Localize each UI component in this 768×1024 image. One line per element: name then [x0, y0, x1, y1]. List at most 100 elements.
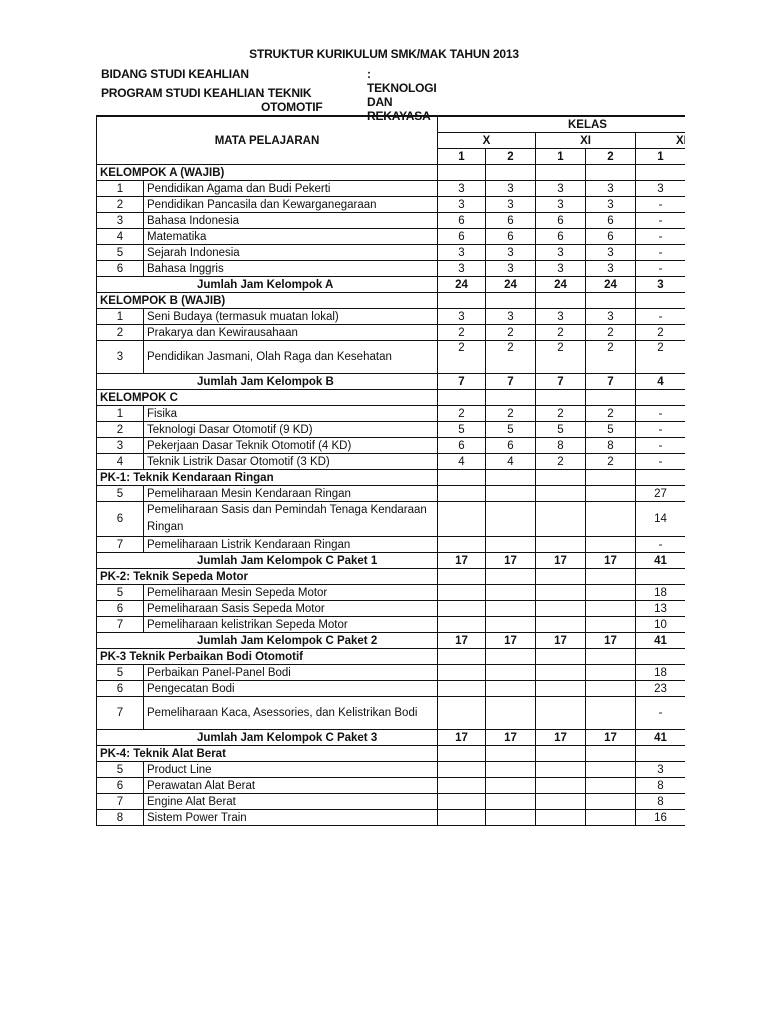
bidang-label: BIDANG STUDI KEAHLIAN [101, 67, 249, 81]
curriculum-table: MATA PELAJARAN KELAS X XI XI 1 2 1 2 1 K… [96, 115, 685, 826]
table-row: 2 Teknologi Dasar Otomotif (9 KD) 5 5 5 5- [96, 421, 685, 438]
value-cell: 3 [437, 260, 486, 277]
value-cell: 3 [485, 308, 536, 325]
row-number: 5 [96, 244, 144, 261]
value-cell [535, 164, 586, 181]
subject-name: Pemeliharaan Mesin Kendaraan Ringan [143, 485, 438, 502]
group-row: PK-3 Teknik Perbaikan Bodi Otomotif [96, 648, 685, 665]
subject-name: Teknik Listrik Dasar Otomotif (3 KD) [143, 453, 438, 470]
class-header-xii: XI [634, 132, 685, 149]
value-cell [485, 745, 536, 762]
value-cell [485, 696, 536, 730]
value-cell: 3 [535, 244, 586, 261]
table-row: 1 Fisika 2 2 2 2- [96, 405, 685, 422]
row-number: 3 [96, 437, 144, 454]
value-cell [485, 568, 536, 585]
total-value: 3 [635, 276, 685, 293]
value-cell: 2 [585, 405, 636, 422]
value-cell [437, 536, 486, 553]
subject-name: Sejarah Indonesia [143, 244, 438, 261]
table-row: 6 Pemeliharaan Sasis Sepeda Motor 13 [96, 600, 685, 617]
value-cell [585, 501, 636, 537]
program-value: : TEKNIK OTOMOTIF [261, 86, 323, 114]
value-cell [585, 164, 636, 181]
value-cell [535, 745, 586, 762]
value-cell [535, 501, 586, 537]
semester-header: 1 [437, 148, 486, 165]
row-number: 1 [96, 308, 144, 325]
curriculum-table-wrapper: MATA PELAJARAN KELAS X XI XI 1 2 1 2 1 K… [96, 115, 685, 826]
row-number: 5 [96, 485, 144, 502]
value-cell [535, 584, 586, 601]
value-cell [635, 469, 685, 486]
table-row: 5 Perbaikan Panel-Panel Bodi 18 [96, 664, 685, 681]
value-cell: 3 [635, 180, 685, 197]
table-row: 6 Pengecatan Bodi 23 [96, 680, 685, 697]
value-cell [485, 485, 536, 502]
value-cell [485, 648, 536, 665]
total-value: 17 [585, 632, 636, 649]
row-number: 1 [96, 180, 144, 197]
total-value: 41 [635, 632, 685, 649]
table-row: 6 Perawatan Alat Berat 8 [96, 777, 685, 794]
group-label: PK-1: Teknik Kendaraan Ringan [96, 469, 438, 486]
subject-name: Prakarya dan Kewirausahaan [143, 324, 438, 341]
total-row: Jumlah Jam Kelompok C Paket 3 17 17 17 17 41 [96, 729, 685, 746]
table-row: 5 Pemeliharaan Mesin Sepeda Motor 18 [96, 584, 685, 601]
value-cell [535, 536, 586, 553]
value-cell [485, 469, 536, 486]
value-cell: 3 [585, 196, 636, 213]
total-row: Jumlah Jam Kelompok A 24 24 24 24 3 [96, 276, 685, 293]
subject-name: Engine Alat Berat [143, 793, 438, 810]
total-value: 24 [437, 276, 486, 293]
value-cell: 4 [437, 453, 486, 470]
value-cell [485, 501, 536, 537]
value-cell: 3 [635, 761, 685, 778]
subject-name: Bahasa Inggris [143, 260, 438, 277]
value-cell: 2 [437, 340, 486, 374]
value-cell: 2 [485, 324, 536, 341]
value-cell [437, 485, 486, 502]
total-value: 17 [585, 729, 636, 746]
class-header-xi: XI [535, 132, 636, 149]
value-cell [437, 777, 486, 794]
value-cell [535, 664, 586, 681]
value-cell: 3 [485, 196, 536, 213]
table-row: 3 Bahasa Indonesia 6 6 6 6- [96, 212, 685, 229]
subject-name: Pemeliharaan kelistrikan Sepeda Motor [143, 616, 438, 633]
program-line: PROGRAM STUDI KEAHLIAN: TEKNIK OTOMOTIF [101, 86, 323, 114]
value-cell [585, 680, 636, 697]
value-cell: 2 [585, 453, 636, 470]
total-label: Jumlah Jam Kelompok C Paket 1 [96, 552, 438, 569]
subject-name: Pemeliharaan Kaca, Asessories, dan Kelis… [143, 696, 438, 730]
value-cell [635, 648, 685, 665]
value-cell [485, 761, 536, 778]
semester-header: 1 [635, 148, 685, 165]
table-row: 3 Pendidikan Jasmani, Olah Raga dan Keseh… [96, 340, 685, 374]
value-cell: 2 [535, 405, 586, 422]
value-cell: 2 [585, 340, 636, 374]
value-cell: 3 [485, 180, 536, 197]
value-cell: 6 [485, 212, 536, 229]
value-cell [535, 292, 586, 309]
value-cell [535, 568, 586, 585]
value-cell: 3 [585, 260, 636, 277]
value-cell [585, 568, 636, 585]
value-cell [437, 761, 486, 778]
total-label: Jumlah Jam Kelompok C Paket 3 [96, 729, 438, 746]
value-cell: 6 [437, 228, 486, 245]
value-cell: 3 [535, 260, 586, 277]
value-cell: - [635, 405, 685, 422]
semester-header: 2 [585, 148, 636, 165]
subject-name: Bahasa Indonesia [143, 212, 438, 229]
value-cell [535, 761, 586, 778]
value-cell: 3 [585, 308, 636, 325]
group-row: KELOMPOK A (WAJIB) [96, 164, 685, 181]
table-row: 7 Pemeliharaan Listrik Kendaraan Ringan - [96, 536, 685, 553]
program-label: PROGRAM STUDI KEAHLIAN [101, 86, 264, 100]
value-cell: 2 [437, 324, 486, 341]
value-cell [535, 616, 586, 633]
row-number: 5 [96, 664, 144, 681]
subject-name: Perawatan Alat Berat [143, 777, 438, 794]
value-cell [535, 777, 586, 794]
